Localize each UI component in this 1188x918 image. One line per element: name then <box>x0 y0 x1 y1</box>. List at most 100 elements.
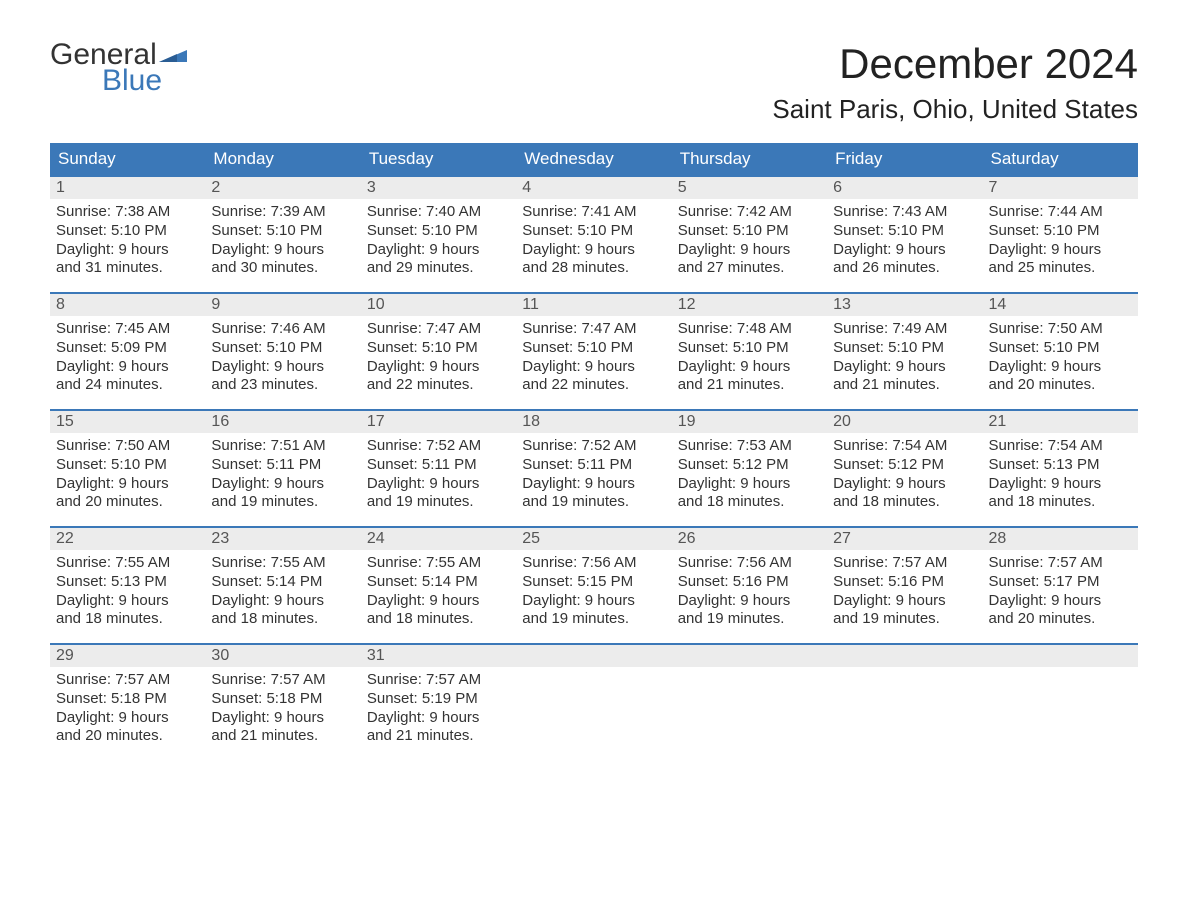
daylight-line2: and 18 minutes. <box>833 493 976 512</box>
sunrise-value: 7:57 AM <box>426 671 481 688</box>
daylight-value1: 9 hours <box>429 592 479 609</box>
daylight-value1: 9 hours <box>896 592 946 609</box>
sunset-value: 5:10 PM <box>888 222 944 239</box>
day-number: 18 <box>516 411 671 433</box>
day-number: 5 <box>672 177 827 199</box>
sunset: Sunset: 5:16 PM <box>678 573 821 592</box>
daylight-line2: and 19 minutes. <box>522 493 665 512</box>
sunrise-label: Sunrise: <box>367 437 426 454</box>
sunset-label: Sunset: <box>833 222 888 239</box>
sunrise: Sunrise: 7:57 AM <box>833 554 976 573</box>
daylight-value1: 9 hours <box>585 592 635 609</box>
sunset-value: 5:18 PM <box>111 690 167 707</box>
calendar-cell: 18Sunrise: 7:52 AMSunset: 5:11 PMDayligh… <box>516 411 671 516</box>
sunset-value: 5:10 PM <box>577 339 633 356</box>
cell-body: Sunrise: 7:42 AMSunset: 5:10 PMDaylight:… <box>672 199 827 282</box>
cell-body: Sunrise: 7:55 AMSunset: 5:14 PMDaylight:… <box>205 550 360 633</box>
calendar-cell <box>672 645 827 750</box>
sunset-value: 5:16 PM <box>888 573 944 590</box>
daylight-line1: Daylight: 9 hours <box>833 358 976 377</box>
sunset: Sunset: 5:10 PM <box>367 339 510 358</box>
day-number: 12 <box>672 294 827 316</box>
sunset-value: 5:13 PM <box>111 573 167 590</box>
daylight-label: Daylight: <box>522 358 585 375</box>
daylight-value1: 9 hours <box>119 358 169 375</box>
cell-body: Sunrise: 7:51 AMSunset: 5:11 PMDaylight:… <box>205 433 360 516</box>
sunset: Sunset: 5:13 PM <box>56 573 199 592</box>
daylight-label: Daylight: <box>56 241 119 258</box>
weekday-label: Tuesday <box>361 143 516 175</box>
day-number: 2 <box>205 177 360 199</box>
daylight-label: Daylight: <box>833 241 896 258</box>
daylight-value1: 9 hours <box>896 241 946 258</box>
daylight-line1: Daylight: 9 hours <box>56 241 199 260</box>
sunrise-label: Sunrise: <box>367 671 426 688</box>
sunrise-label: Sunrise: <box>678 437 737 454</box>
sunset-label: Sunset: <box>211 573 266 590</box>
sunset-label: Sunset: <box>989 573 1044 590</box>
daylight-line1: Daylight: 9 hours <box>211 241 354 260</box>
daylight-label: Daylight: <box>833 592 896 609</box>
daylight-label: Daylight: <box>56 358 119 375</box>
sunrise-value: 7:55 AM <box>115 554 170 571</box>
calendar-cell: 9Sunrise: 7:46 AMSunset: 5:10 PMDaylight… <box>205 294 360 399</box>
daylight-line2: and 24 minutes. <box>56 376 199 395</box>
day-number: 29 <box>50 645 205 667</box>
day-number: 25 <box>516 528 671 550</box>
sunrise-value: 7:57 AM <box>115 671 170 688</box>
calendar-cell: 1Sunrise: 7:38 AMSunset: 5:10 PMDaylight… <box>50 177 205 282</box>
sunset-value: 5:14 PM <box>422 573 478 590</box>
title-block: December 2024 Saint Paris, Ohio, United … <box>772 40 1138 125</box>
page-title: December 2024 <box>772 40 1138 88</box>
sunset: Sunset: 5:10 PM <box>367 222 510 241</box>
sunset-label: Sunset: <box>522 222 577 239</box>
sunrise: Sunrise: 7:40 AM <box>367 203 510 222</box>
day-number <box>983 645 1138 667</box>
weekday-label: Saturday <box>983 143 1138 175</box>
daylight-label: Daylight: <box>678 241 741 258</box>
daylight-label: Daylight: <box>678 475 741 492</box>
sunset-label: Sunset: <box>367 573 422 590</box>
sunrise-value: 7:47 AM <box>581 320 636 337</box>
daylight-value1: 9 hours <box>429 475 479 492</box>
sunset: Sunset: 5:16 PM <box>833 573 976 592</box>
sunrise-value: 7:46 AM <box>271 320 326 337</box>
sunrise: Sunrise: 7:57 AM <box>989 554 1132 573</box>
calendar-week: 22Sunrise: 7:55 AMSunset: 5:13 PMDayligh… <box>50 526 1138 633</box>
daylight-label: Daylight: <box>211 358 274 375</box>
calendar-cell <box>983 645 1138 750</box>
cell-body: Sunrise: 7:40 AMSunset: 5:10 PMDaylight:… <box>361 199 516 282</box>
sunset: Sunset: 5:10 PM <box>211 222 354 241</box>
sunrise-value: 7:54 AM <box>1048 437 1103 454</box>
daylight-label: Daylight: <box>367 592 430 609</box>
sunrise: Sunrise: 7:55 AM <box>211 554 354 573</box>
sunset-label: Sunset: <box>678 573 733 590</box>
calendar-cell: 11Sunrise: 7:47 AMSunset: 5:10 PMDayligh… <box>516 294 671 399</box>
daylight-label: Daylight: <box>211 241 274 258</box>
sunrise-value: 7:56 AM <box>737 554 792 571</box>
sunrise-value: 7:38 AM <box>115 203 170 220</box>
sunset-value: 5:10 PM <box>577 222 633 239</box>
calendar-cell: 5Sunrise: 7:42 AMSunset: 5:10 PMDaylight… <box>672 177 827 282</box>
calendar-cell <box>516 645 671 750</box>
sunset-label: Sunset: <box>833 456 888 473</box>
calendar-cell: 20Sunrise: 7:54 AMSunset: 5:12 PMDayligh… <box>827 411 982 516</box>
sunset-value: 5:10 PM <box>733 339 789 356</box>
day-number <box>672 645 827 667</box>
sunrise: Sunrise: 7:55 AM <box>56 554 199 573</box>
sunrise-label: Sunrise: <box>522 203 581 220</box>
daylight-value1: 9 hours <box>274 358 324 375</box>
weeks-container: 1Sunrise: 7:38 AMSunset: 5:10 PMDaylight… <box>50 175 1138 750</box>
cell-body: Sunrise: 7:56 AMSunset: 5:16 PMDaylight:… <box>672 550 827 633</box>
day-number: 20 <box>827 411 982 433</box>
sunrise-label: Sunrise: <box>367 203 426 220</box>
daylight-line1: Daylight: 9 hours <box>211 358 354 377</box>
cell-body: Sunrise: 7:46 AMSunset: 5:10 PMDaylight:… <box>205 316 360 399</box>
daylight-label: Daylight: <box>833 358 896 375</box>
daylight-value1: 9 hours <box>740 241 790 258</box>
day-number: 10 <box>361 294 516 316</box>
cell-body: Sunrise: 7:54 AMSunset: 5:13 PMDaylight:… <box>983 433 1138 516</box>
daylight-value1: 9 hours <box>1051 475 1101 492</box>
daylight-value1: 9 hours <box>429 709 479 726</box>
sunset-value: 5:11 PM <box>266 456 321 473</box>
